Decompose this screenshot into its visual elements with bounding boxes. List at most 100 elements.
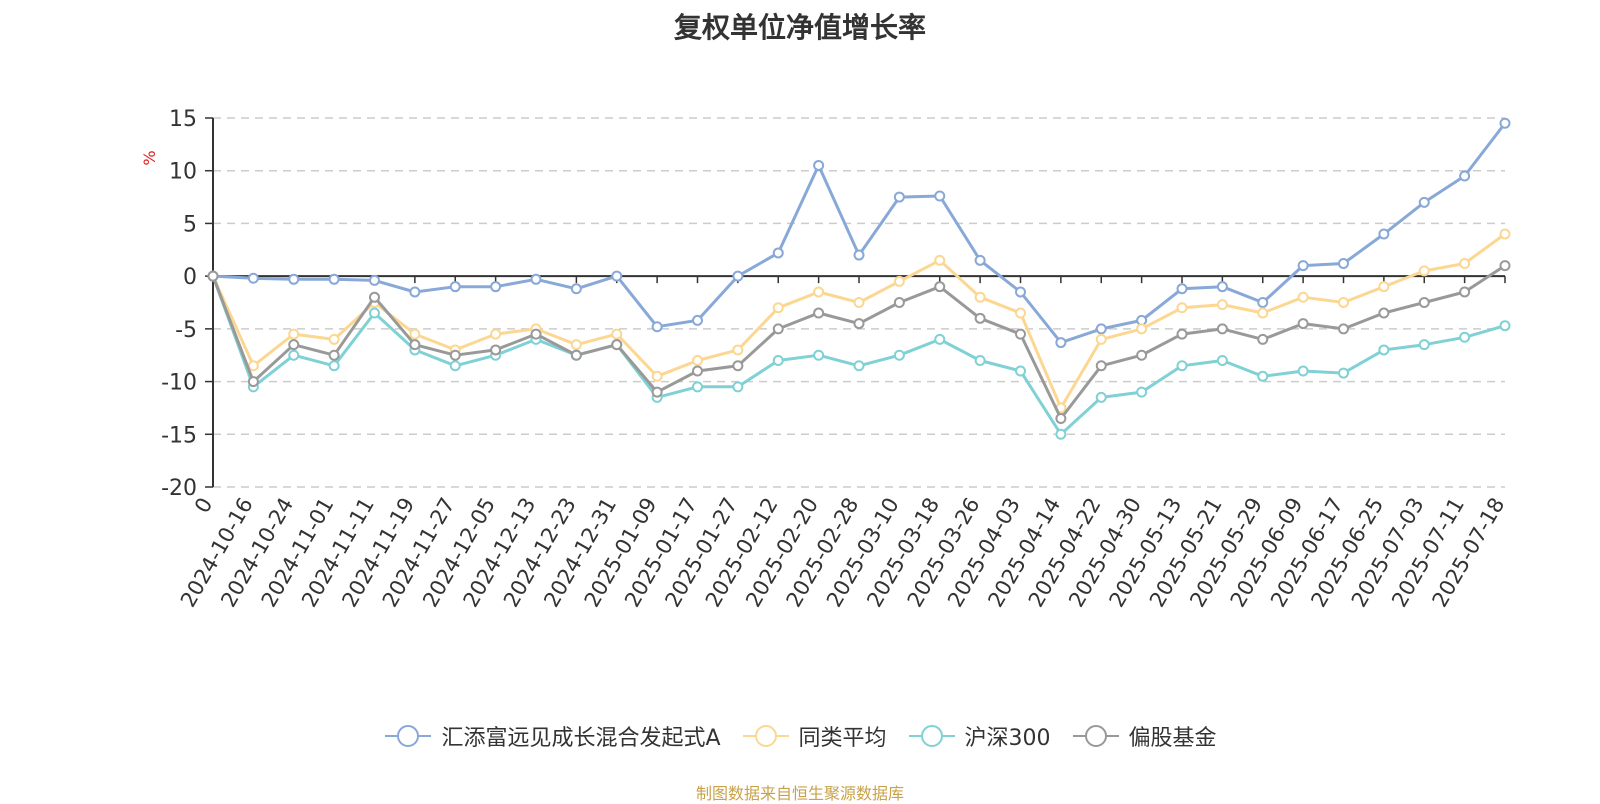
data-point [813, 307, 825, 319]
data-point [893, 349, 905, 361]
data-point [1136, 349, 1148, 361]
legend-marker-icon [742, 725, 789, 747]
data-point [692, 365, 703, 377]
data-point [1338, 323, 1349, 335]
y-tick-label: 10 [169, 160, 197, 185]
legend-label: 偏股基金 [1128, 726, 1217, 751]
legend: 汇添富远见成长混合发起式A 同类平均 沪深300 偏股基金 [0, 720, 1600, 752]
data-point [813, 286, 825, 298]
data-point [1015, 328, 1026, 340]
data-point [772, 323, 784, 335]
data-point [328, 360, 340, 372]
data-point [1418, 339, 1430, 351]
data-point [449, 349, 461, 361]
data-point [328, 333, 340, 345]
data-point [1055, 412, 1067, 424]
data-point [1378, 307, 1390, 319]
data-point [1499, 260, 1511, 272]
data-point [1378, 228, 1390, 240]
data-point [934, 254, 946, 266]
data-point [1055, 337, 1067, 349]
legend-item-1[interactable]: 汇添富远见成长混合发起式A [383, 720, 721, 752]
data-point [974, 254, 986, 266]
data-point [853, 318, 865, 330]
y-tick-label: -20 [161, 476, 197, 501]
data-point [1459, 170, 1471, 182]
data-point [1297, 365, 1309, 377]
data-point [1095, 333, 1107, 345]
data-point [1418, 297, 1430, 308]
legend-label: 沪深300 [964, 726, 1051, 751]
data-point [893, 297, 905, 308]
data-point [1095, 360, 1107, 372]
data-point [1257, 370, 1269, 382]
data-point [1136, 386, 1148, 398]
data-point [1297, 291, 1309, 303]
data-point [1055, 428, 1067, 440]
data-point [449, 360, 461, 372]
data-point [853, 360, 865, 372]
data-point [409, 328, 421, 340]
data-point [772, 247, 784, 259]
data-point [1459, 286, 1471, 298]
data-point [692, 314, 703, 326]
data-point [1015, 365, 1026, 377]
data-point [328, 349, 340, 361]
data-point [1297, 260, 1309, 272]
y-tick-label: -5 [175, 318, 197, 343]
data-point [247, 272, 259, 284]
data-point [1136, 323, 1148, 335]
data-point [530, 273, 542, 285]
legend-marker-icon [1072, 725, 1119, 747]
data-point [247, 376, 259, 388]
data-point [611, 270, 623, 282]
data-point [893, 191, 905, 203]
y-axis-label: % [140, 150, 159, 165]
line-chart: 151050-5-10-15-20%02024-10-162024-10-242… [140, 107, 1511, 611]
data-point [1338, 297, 1349, 308]
data-point [1216, 299, 1228, 311]
data-point [247, 360, 259, 372]
data-point [1176, 328, 1188, 340]
data-point [288, 328, 300, 340]
data-point [853, 249, 865, 261]
data-point [732, 381, 744, 393]
data-point [1216, 354, 1228, 366]
legend-item-3[interactable]: 沪深300 [907, 720, 1051, 752]
data-point [893, 275, 905, 287]
data-point [1176, 360, 1188, 372]
data-point [732, 270, 744, 282]
y-tick-label: 15 [169, 107, 197, 132]
data-point [853, 297, 865, 308]
legend-label: 汇添富远见成长混合发起式A [441, 726, 721, 751]
data-point [369, 307, 380, 319]
legend-marker-icon [908, 725, 955, 747]
data-point [1216, 281, 1228, 293]
data-point [1176, 283, 1188, 295]
data-point [1338, 367, 1349, 379]
data-point [1418, 265, 1430, 277]
data-point [1257, 297, 1269, 308]
data-point [1499, 228, 1511, 240]
data-point [490, 281, 502, 293]
data-point [288, 273, 300, 285]
data-point [974, 354, 986, 366]
source-note: 制图数据来自恒生聚源数据库 [695, 784, 904, 803]
data-point [530, 328, 542, 340]
data-point [490, 344, 502, 356]
data-point [1176, 302, 1188, 314]
legend-item-2[interactable]: 同类平均 [741, 720, 887, 752]
data-point [1015, 286, 1026, 298]
data-point [651, 321, 663, 333]
tick-labels: 151050-5-10-15-20%02024-10-162024-10-242… [140, 107, 1509, 611]
data-point [934, 281, 946, 293]
data-point [409, 286, 421, 298]
legend-item-4[interactable]: 偏股基金 [1071, 720, 1217, 752]
data-point [934, 190, 946, 202]
data-point [1257, 333, 1269, 345]
data-point [934, 333, 946, 345]
data-point [1297, 318, 1309, 330]
data-point [570, 339, 582, 351]
data-point [813, 349, 825, 361]
data-point [1459, 257, 1471, 269]
